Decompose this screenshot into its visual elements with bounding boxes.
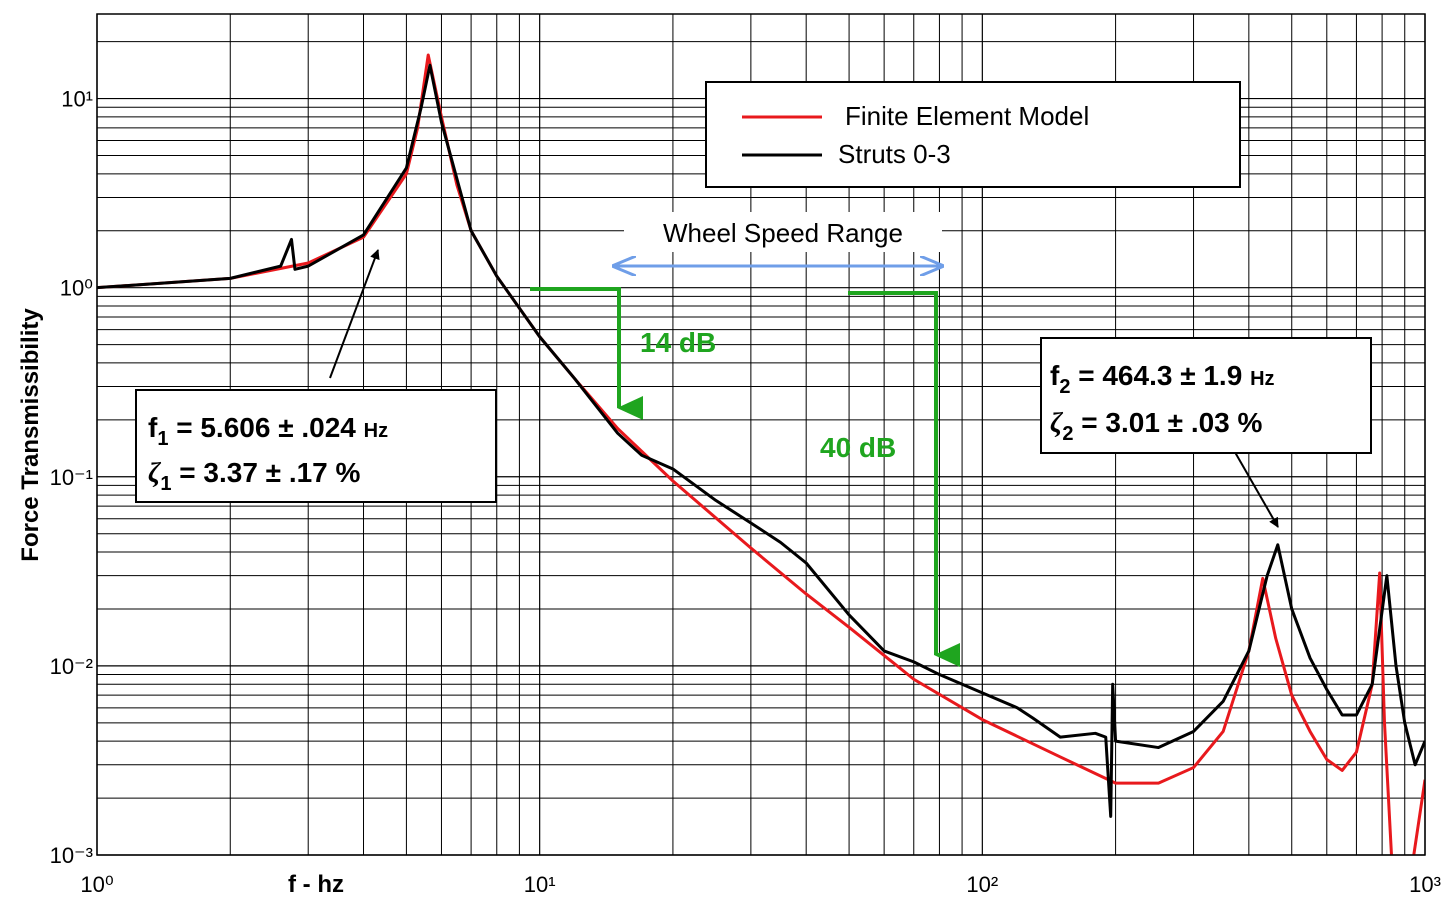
y-tick-label: 10⁻³ bbox=[50, 843, 93, 868]
legend: Finite Element Model Struts 0-3 bbox=[705, 81, 1241, 188]
y-tick-label: 10¹ bbox=[61, 87, 93, 112]
text: = 3.37 ± .17 % bbox=[171, 457, 360, 488]
annotation-line: f1 = 5.606 ± .024 Hz bbox=[148, 412, 388, 450]
legend-box bbox=[705, 81, 1241, 188]
text: = 464.3 ± 1.9 bbox=[1070, 360, 1250, 391]
callout-arrow bbox=[329, 249, 380, 379]
annotation-line: ζ1 = 3.37 ± .17 % bbox=[148, 457, 361, 495]
annotation-line: f2 = 464.3 ± 1.9 Hz bbox=[1050, 360, 1275, 398]
subscript: 1 bbox=[160, 473, 171, 495]
legend-label: Struts 0-3 bbox=[838, 139, 951, 169]
x-axis-label: f - hz bbox=[288, 871, 344, 898]
series-layer bbox=[97, 53, 1425, 855]
unit: Hz bbox=[364, 420, 388, 442]
symbol: f bbox=[1050, 360, 1060, 391]
legend-label: Finite Element Model bbox=[845, 101, 1089, 131]
x-tick-label: 10³ bbox=[1409, 872, 1441, 897]
x-tick-label: 10⁰ bbox=[80, 872, 113, 897]
data-line bbox=[97, 63, 1425, 818]
unit: Hz bbox=[1250, 368, 1274, 390]
symbol: ζ bbox=[148, 458, 162, 489]
callout-arrow bbox=[1231, 446, 1279, 528]
drop-arrow bbox=[848, 291, 960, 667]
drop-label: 40 dB bbox=[820, 432, 896, 463]
ticks: 10⁰ 10¹ 10² 10³ 10⁻³ 10⁻² 10⁻¹ 10⁰ 10¹ bbox=[50, 87, 1441, 897]
annotation-box bbox=[1040, 337, 1372, 454]
symbol: ζ bbox=[1050, 408, 1064, 439]
subscript: 1 bbox=[157, 428, 168, 450]
range-label: Wheel Speed Range bbox=[663, 218, 903, 248]
x-tick-label: 10² bbox=[966, 872, 998, 897]
y-tick-label: 10⁻¹ bbox=[50, 465, 93, 490]
subscript: 2 bbox=[1062, 423, 1073, 445]
drop-arrow bbox=[530, 287, 643, 420]
drop-label: 14 dB bbox=[640, 327, 716, 358]
annotation-box bbox=[135, 389, 497, 503]
range-label-bg bbox=[624, 212, 942, 252]
x-tick-label: 10¹ bbox=[524, 872, 556, 897]
y-tick-label: 10⁰ bbox=[60, 276, 93, 301]
text: = 5.606 ± .024 bbox=[168, 412, 363, 443]
annotation-line: ζ2 = 3.01 ± .03 % bbox=[1050, 407, 1263, 445]
subscript: 2 bbox=[1059, 376, 1070, 398]
y-axis-label: Force Transmissibility bbox=[17, 308, 44, 562]
y-tick-label: 10⁻² bbox=[50, 654, 93, 679]
symbol: f bbox=[148, 412, 158, 443]
text: = 3.01 ± .03 % bbox=[1073, 407, 1262, 438]
plot-frame bbox=[96, 13, 1426, 856]
